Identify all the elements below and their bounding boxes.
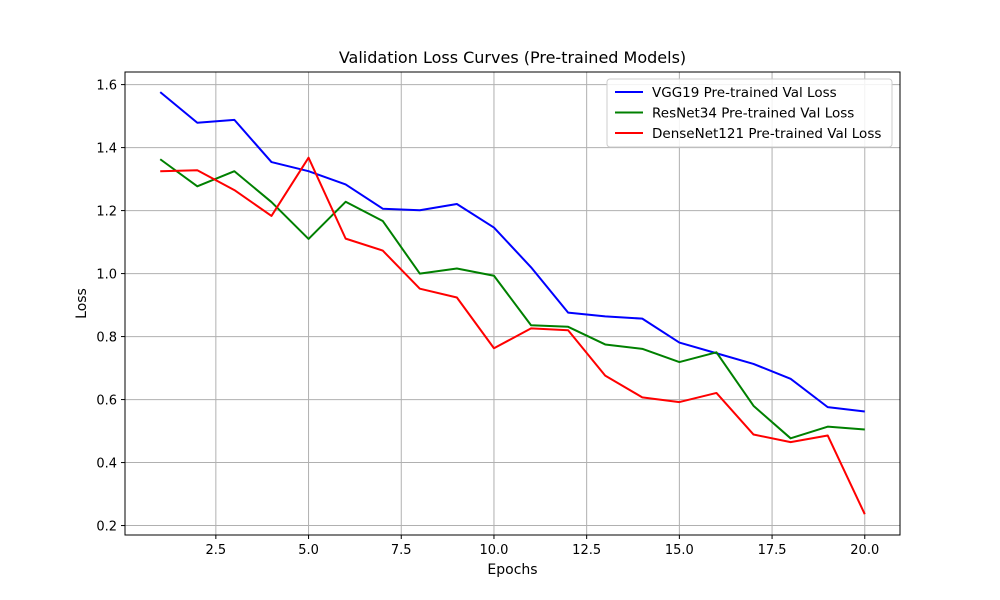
chart-title: Validation Loss Curves (Pre-trained Mode… (339, 48, 686, 67)
y-tick-label: 1.6 (96, 79, 117, 94)
y-axis-label: Loss (74, 288, 90, 319)
series-line-0 (159, 91, 865, 413)
y-tick-label: 1.4 (96, 142, 117, 157)
series-line-1 (159, 158, 865, 440)
x-tick-label: 5.0 (298, 543, 319, 558)
x-tick-label: 15.0 (665, 543, 694, 558)
y-tick-label: 0.6 (96, 394, 117, 409)
x-tick-label: 17.5 (758, 543, 787, 558)
tick-layer: 2.5 5.0 7.5 10.0 12.5 15.0 17.5 20.0 0.2 0.4 0.6 0.… (96, 79, 879, 558)
x-tick-label: 10.0 (479, 543, 508, 558)
grid-layer (125, 72, 900, 535)
y-tick-label: 0.2 (96, 520, 117, 535)
x-tick-label: 20.0 (850, 543, 879, 558)
legend-box (606, 78, 893, 148)
y-tick-label: 1.2 (96, 205, 117, 220)
x-tick-label: 7.5 (391, 543, 412, 558)
y-tick-label: 1.0 (96, 268, 117, 283)
legend-label: VGG19 Pre-trained Val Loss (652, 85, 837, 101)
legend-label: ResNet34 Pre-trained Val Loss (652, 106, 854, 122)
legend-label: DenseNet121 Pre-trained Val Loss (652, 126, 881, 142)
x-axis-label: Epochs (487, 562, 537, 578)
series-line-2 (160, 156, 866, 515)
x-tick-label: 2.5 (206, 543, 227, 558)
series-layer (159, 91, 866, 515)
y-tick-label: 0.8 (96, 331, 117, 346)
legend: VGG19 Pre-trained Val Loss ResNet34 Pre-t… (606, 78, 893, 148)
x-tick-label: 12.5 (572, 543, 601, 558)
plot-frame (124, 71, 901, 536)
y-tick-label: 0.4 (96, 457, 117, 472)
